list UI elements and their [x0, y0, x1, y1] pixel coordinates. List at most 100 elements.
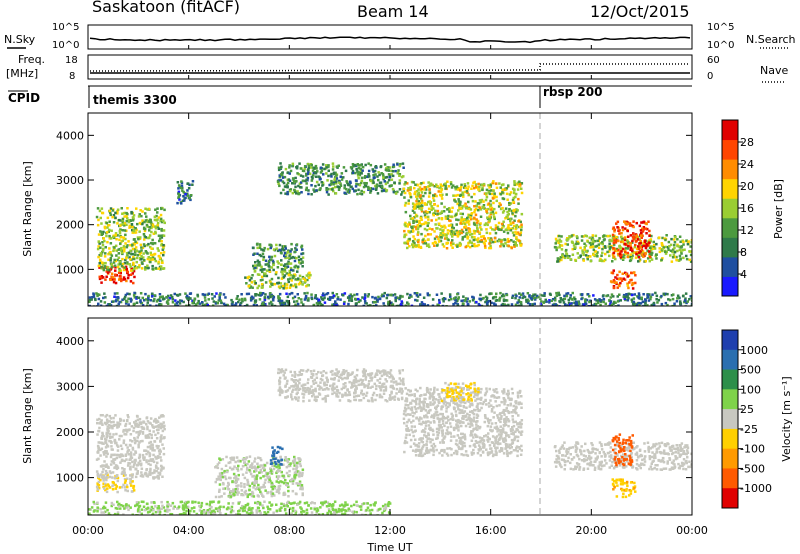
- heatmap-cell: [129, 300, 133, 303]
- heatmap-cell: [345, 187, 348, 191]
- heatmap-cell: [330, 296, 334, 299]
- heatmap-cell: [135, 249, 138, 252]
- heatmap-cell: [631, 254, 634, 257]
- heatmap-cell: [179, 299, 182, 302]
- power-colorbar-tick-label: 4: [740, 268, 747, 281]
- heatmap-cell: [410, 180, 414, 184]
- heatmap-cell: [298, 475, 301, 478]
- heatmap-cell: [177, 190, 181, 194]
- noise-sky-series: [89, 36, 691, 44]
- heatmap-cell: [276, 477, 280, 481]
- heatmap-cell: [506, 237, 510, 241]
- heatmap-cell: [501, 197, 505, 200]
- heatmap-cell: [88, 304, 91, 306]
- heatmap-cell: [230, 490, 234, 493]
- heatmap-cell: [146, 252, 149, 255]
- heatmap-cell: [335, 182, 338, 185]
- heatmap-cell: [280, 270, 284, 274]
- heatmap-cell: [278, 184, 281, 188]
- heatmap-cell: [288, 474, 291, 477]
- heatmap-cell: [133, 247, 136, 251]
- heatmap-cell: [514, 214, 517, 218]
- heatmap-cell: [678, 254, 682, 258]
- heatmap-cell: [493, 302, 496, 305]
- beam-title: Beam 14: [357, 2, 429, 21]
- heatmap-cell: [301, 175, 305, 178]
- heatmap-cell: [129, 269, 133, 272]
- heatmap-cell: [159, 256, 162, 260]
- heatmap-cell: [504, 242, 507, 245]
- heatmap-cell: [575, 301, 579, 305]
- heatmap-cell: [391, 174, 395, 178]
- heatmap-cell: [479, 226, 482, 229]
- heatmap-cell: [134, 419, 138, 423]
- heatmap-cell: [499, 186, 502, 189]
- heatmap-cell: [377, 178, 380, 182]
- heatmap-cell: [125, 211, 128, 215]
- heatmap-cell: [115, 274, 118, 277]
- heatmap-cell: [279, 166, 283, 170]
- heatmap-cell: [146, 445, 150, 449]
- heatmap-cell: [157, 267, 161, 270]
- heatmap-cell: [163, 297, 166, 300]
- heatmap-cell: [122, 236, 126, 240]
- heatmap-cell: [567, 237, 570, 241]
- heatmap-cell: [460, 299, 463, 303]
- heatmap-cell: [666, 292, 669, 296]
- heatmap-cell: [102, 247, 105, 251]
- heatmap-cell: [614, 241, 618, 244]
- heatmap-cell: [355, 168, 358, 171]
- heatmap-cell: [672, 253, 676, 257]
- heatmap-cell: [499, 203, 502, 207]
- heatmap-cell: [325, 164, 328, 167]
- heatmap-cell: [645, 232, 648, 235]
- heatmap-cell: [124, 293, 128, 297]
- heatmap-cell: [261, 268, 265, 271]
- heatmap-cell: [271, 492, 275, 495]
- heatmap-cell: [281, 245, 284, 248]
- heatmap-cell: [152, 299, 155, 303]
- heatmap-cell: [109, 250, 112, 254]
- heatmap-cell: [329, 188, 333, 191]
- heatmap-cell: [108, 424, 111, 427]
- heatmap-cell: [496, 239, 500, 243]
- heatmap-cell: [676, 249, 679, 253]
- heatmap-cell: [148, 441, 151, 445]
- heatmap-cell: [385, 372, 388, 375]
- heatmap-cell: [440, 197, 444, 200]
- heatmap-cell: [612, 302, 615, 305]
- heatmap-cell: [281, 180, 285, 183]
- heatmap-cell: [301, 179, 305, 183]
- cpid-segment-2: rbsp 200: [543, 85, 602, 99]
- heatmap-cell: [684, 292, 688, 295]
- heatmap-cell: [106, 226, 109, 229]
- heatmap-cell: [431, 304, 435, 306]
- heatmap-cell: [597, 299, 600, 302]
- heatmap-cell: [681, 294, 685, 298]
- heatmap-cell: [131, 269, 134, 272]
- heatmap-cell: [121, 222, 125, 226]
- heatmap-cell: [216, 463, 220, 466]
- heatmap-cell: [186, 189, 189, 192]
- freq-right-top-tick: 60: [707, 55, 720, 66]
- heatmap-cell: [184, 292, 187, 295]
- power-colorbar-cell: [722, 217, 738, 238]
- heatmap-cell: [285, 283, 289, 286]
- heatmap-cell: [271, 487, 274, 491]
- heatmap-cell: [612, 235, 615, 238]
- heatmap-cell: [159, 219, 162, 222]
- heatmap-cell: [157, 234, 161, 237]
- heatmap-cell: [511, 294, 515, 298]
- heatmap-cell: [124, 265, 128, 269]
- heatmap-cell: [466, 191, 469, 194]
- heatmap-cell: [138, 250, 141, 253]
- heatmap-cell: [440, 292, 443, 295]
- heatmap-cell: [134, 450, 137, 453]
- heatmap-cell: [201, 293, 205, 296]
- heatmap-cell: [635, 253, 638, 256]
- heatmap-cell: [253, 264, 257, 267]
- heatmap-cell: [454, 188, 457, 191]
- heatmap-cell: [382, 189, 385, 192]
- heatmap-cell: [258, 253, 261, 257]
- heatmap-cell: [602, 259, 606, 263]
